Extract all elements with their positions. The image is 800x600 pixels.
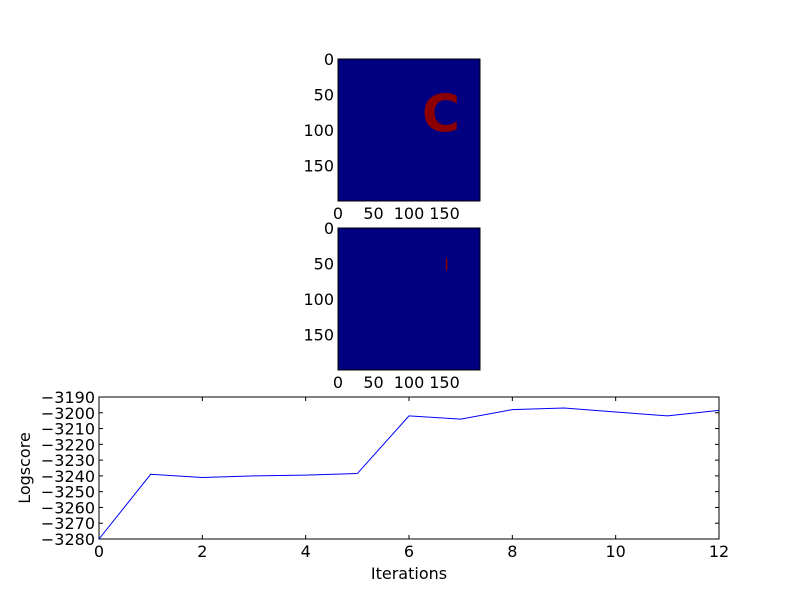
y-tick-label: −3250: [41, 483, 95, 502]
y-tick-label: −3210: [41, 420, 95, 439]
y-tick-label: −3260: [41, 498, 95, 517]
image-background-top: [337, 58, 481, 202]
x-tick-label: 0: [333, 373, 343, 392]
line-chart-panel: 0 2 4 6 8 10 12 −3190−3200−3210−3220−3230−3240…: [15, 388, 729, 583]
y-tick-labels: −3190−3200−3210−3220−3230−3240−3250−3260…: [41, 388, 95, 549]
y-tick-label: 100: [303, 290, 334, 309]
x-tick-label: 150: [429, 373, 460, 392]
y-tick-labels-middle: 0 50 100 150: [303, 219, 334, 345]
image-glyph-middle: l: [444, 255, 448, 274]
x-tick-label: 50: [363, 373, 383, 392]
x-tick-label: 8: [507, 542, 517, 561]
y-tick-label: 50: [314, 255, 334, 274]
y-tick-label: −3190: [41, 388, 95, 407]
x-tick-label: 4: [301, 542, 311, 561]
x-tick-label: 50: [363, 204, 383, 223]
y-tick-label: −3240: [41, 467, 95, 486]
y-tick-label: 100: [303, 121, 334, 140]
x-tick-label: 2: [197, 542, 207, 561]
y-tick-label: 150: [303, 326, 334, 345]
plot-area: [98, 396, 720, 540]
y-tick-label: −3270: [41, 514, 95, 533]
y-tick-label: 0: [324, 50, 334, 69]
x-tick-label: 100: [394, 204, 425, 223]
x-tick-label: 6: [404, 542, 414, 561]
y-tick-label: 0: [324, 219, 334, 238]
y-tick-label: −3220: [41, 435, 95, 454]
y-tick-label: −3280: [41, 530, 95, 549]
x-tick-label: 0: [333, 204, 343, 223]
x-tick-label: 10: [605, 542, 625, 561]
x-tick-labels-top: 0 50 100 150: [333, 204, 460, 223]
x-axis-label: Iterations: [371, 564, 447, 583]
y-tick-labels-top: 0 50 100 150: [303, 50, 334, 176]
y-tick-label: −3230: [41, 451, 95, 470]
tick-marks: [98, 396, 720, 540]
x-tick-label: 0: [94, 542, 104, 561]
x-tick-labels: 0 2 4 6 8 10 12: [94, 542, 729, 561]
y-axis-label: Logscore: [15, 432, 34, 504]
image-background-middle: [337, 227, 481, 371]
x-tick-label: 100: [394, 373, 425, 392]
y-tick-label: −3200: [41, 404, 95, 423]
y-tick-label: 50: [314, 86, 334, 105]
y-tick-label: 150: [303, 157, 334, 176]
x-tick-label: 12: [709, 542, 729, 561]
x-tick-label: 150: [429, 204, 460, 223]
image-glyph-top: C: [422, 84, 460, 144]
series-line-logscore: [98, 407, 720, 540]
x-tick-labels-middle: 0 50 100 150: [333, 373, 460, 392]
